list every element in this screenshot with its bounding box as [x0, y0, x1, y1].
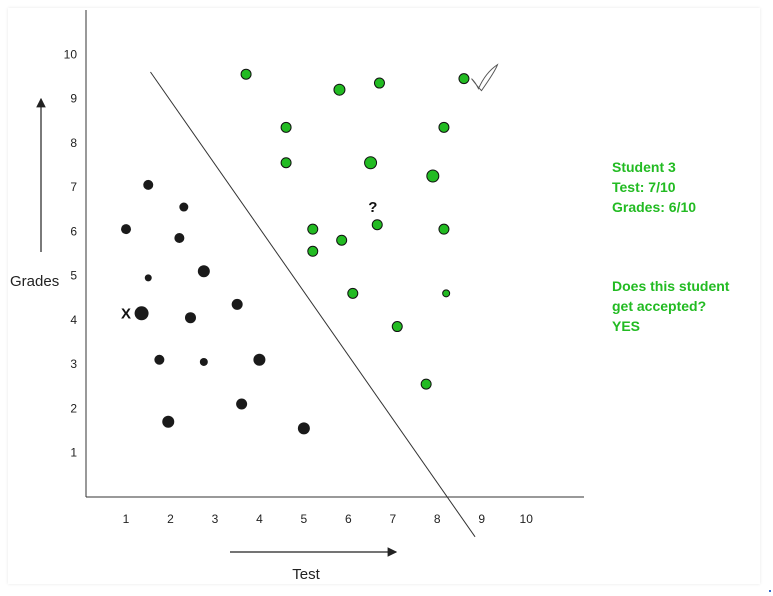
x-tick-label: 5 [301, 512, 308, 526]
accepted-point [280, 157, 292, 169]
checkmark-icon [471, 63, 499, 92]
student-line: Test: 7/10 [612, 179, 676, 195]
x-tick-label: 6 [345, 512, 352, 526]
x-tick-label: 2 [167, 512, 174, 526]
accepted-point [364, 156, 378, 170]
accepted-point [458, 73, 470, 85]
x-marker-label: X [121, 305, 131, 322]
y-tick-label: 2 [70, 401, 77, 415]
data-points [121, 68, 470, 435]
y-tick-label: 8 [70, 136, 77, 150]
x-tick-label: 3 [212, 512, 219, 526]
accepted-point [438, 223, 450, 235]
student-info: Student 3 Test: 7/10 Grades: 6/10 [612, 157, 696, 217]
y-tick-label: 4 [70, 313, 77, 327]
accepted-point [420, 378, 432, 390]
y-tick-labels: 1 2 3 4 5 6 7 8 9 10 [64, 47, 78, 459]
rejected-point [143, 179, 154, 190]
decision-boundary-line [150, 71, 476, 538]
question-line: get accepted? [612, 298, 707, 314]
x-tick-label: 1 [123, 512, 130, 526]
x-tick-label: 8 [434, 512, 441, 526]
x-tick-labels: 1 2 3 4 5 6 7 8 9 10 [123, 512, 534, 526]
x-tick-label: 10 [520, 512, 534, 526]
accepted-point [280, 121, 292, 133]
accepted-point [442, 289, 451, 298]
rejected-point [162, 415, 175, 428]
y-tick-label: 6 [70, 224, 77, 238]
y-tick-label: 5 [70, 269, 77, 283]
y-tick-label: 9 [70, 92, 77, 106]
x-axis-label: Test [292, 566, 320, 583]
y-tick-label: 10 [64, 47, 78, 61]
accepted-point [371, 219, 383, 231]
student-line: Student 3 [612, 159, 676, 175]
accepted-point [391, 321, 403, 333]
accepted-point [438, 121, 450, 133]
rejected-point [121, 224, 132, 235]
accepted-point [373, 77, 385, 89]
rejected-point [144, 274, 152, 282]
rejected-point [253, 353, 266, 366]
accepted-point [333, 83, 346, 96]
y-axis-label: Grades [10, 273, 59, 290]
accepted-point [307, 223, 319, 235]
rejected-point [174, 233, 185, 244]
rejected-point [231, 298, 243, 310]
student-line: Grades: 6/10 [612, 199, 697, 215]
y-tick-label: 1 [70, 446, 77, 460]
rejected-point [179, 202, 189, 212]
x-tick-label: 4 [256, 512, 263, 526]
rejected-point [197, 265, 210, 278]
rejected-point [154, 354, 165, 365]
accepted-point [240, 68, 252, 80]
chart-card: Grades Test 1 2 3 4 5 6 7 8 9 10 1 2 3 4 5 6 7 8 9 10 X? S… [8, 8, 760, 584]
plot-annotations: X? [121, 63, 499, 322]
rejected-point [199, 357, 208, 366]
accepted-point [426, 169, 440, 183]
question-marker-label: ? [368, 199, 377, 216]
y-tick-label: 3 [70, 357, 77, 371]
x-tick-label: 9 [478, 512, 485, 526]
accepted-point [336, 234, 348, 246]
rejected-point [297, 422, 310, 435]
y-tick-label: 7 [70, 180, 77, 194]
scatter-plot: Grades Test 1 2 3 4 5 6 7 8 9 10 1 2 3 4 5 6 7 8 9 10 X? [10, 10, 584, 583]
accepted-point [307, 245, 319, 257]
question-line: Does this student [612, 278, 730, 294]
question-info: Does this student get accepted? YES [612, 276, 729, 336]
rejected-point [184, 312, 196, 324]
accepted-point [347, 287, 359, 299]
x-tick-label: 7 [389, 512, 396, 526]
rejected-point [236, 398, 248, 410]
rejected-point [134, 306, 149, 321]
question-line: YES [612, 318, 641, 334]
corner-dot [769, 590, 771, 592]
